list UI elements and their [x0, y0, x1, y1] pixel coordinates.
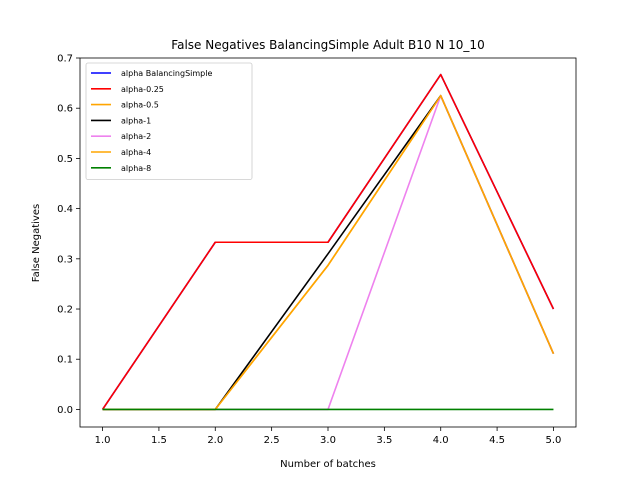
x-tick-label: 3.5 [376, 435, 392, 446]
x-tick-label: 2.0 [207, 435, 223, 446]
legend-label-2: alpha-0.5 [121, 101, 159, 110]
x-axis-label: Number of batches [280, 459, 376, 470]
y-tick-label: 0.1 [57, 355, 73, 366]
x-tick-label: 1.5 [151, 435, 167, 446]
y-tick-label: 0.6 [57, 104, 73, 115]
x-tick-label: 3.0 [320, 435, 336, 446]
y-tick-label: 0.7 [57, 54, 73, 65]
series-line-1 [101, 73, 555, 410]
y-axis-label: False Negatives [31, 204, 42, 282]
legend-label-4: alpha-2 [121, 132, 151, 141]
plot-area: 1.0 1.5 2.0 2.5 3.0 3.5 4.0 4.5 5.0 0.0 0.1 0.2 0.3 0… [57, 54, 577, 446]
y-tick-label: 0.5 [57, 154, 73, 165]
y-tick-label: 0.4 [57, 204, 73, 215]
x-tick-label: 4.5 [489, 435, 505, 446]
y-tick-label: 0.3 [57, 254, 73, 265]
legend-label-0: alpha BalancingSimple [121, 69, 212, 78]
y-tick-label: 0.2 [57, 305, 73, 316]
legend-box [85, 62, 253, 180]
x-tick-label: 1.0 [95, 435, 111, 446]
legend-label-1: alpha-0.25 [121, 85, 164, 94]
x-tick-label: 4.0 [433, 435, 449, 446]
legend: alpha BalancingSimple alpha-0.25 alpha-0.5… [85, 62, 253, 180]
y-tick-label: 0.0 [57, 405, 73, 416]
legend-label-5: alpha-4 [121, 148, 151, 157]
x-tick-label: 5.0 [546, 435, 562, 446]
x-tick-label: 2.5 [264, 435, 280, 446]
chart-title: False Negatives BalancingSimple Adult B1… [171, 38, 484, 52]
legend-label-6: alpha-8 [121, 164, 151, 173]
legend-label-3: alpha-1 [121, 116, 151, 125]
